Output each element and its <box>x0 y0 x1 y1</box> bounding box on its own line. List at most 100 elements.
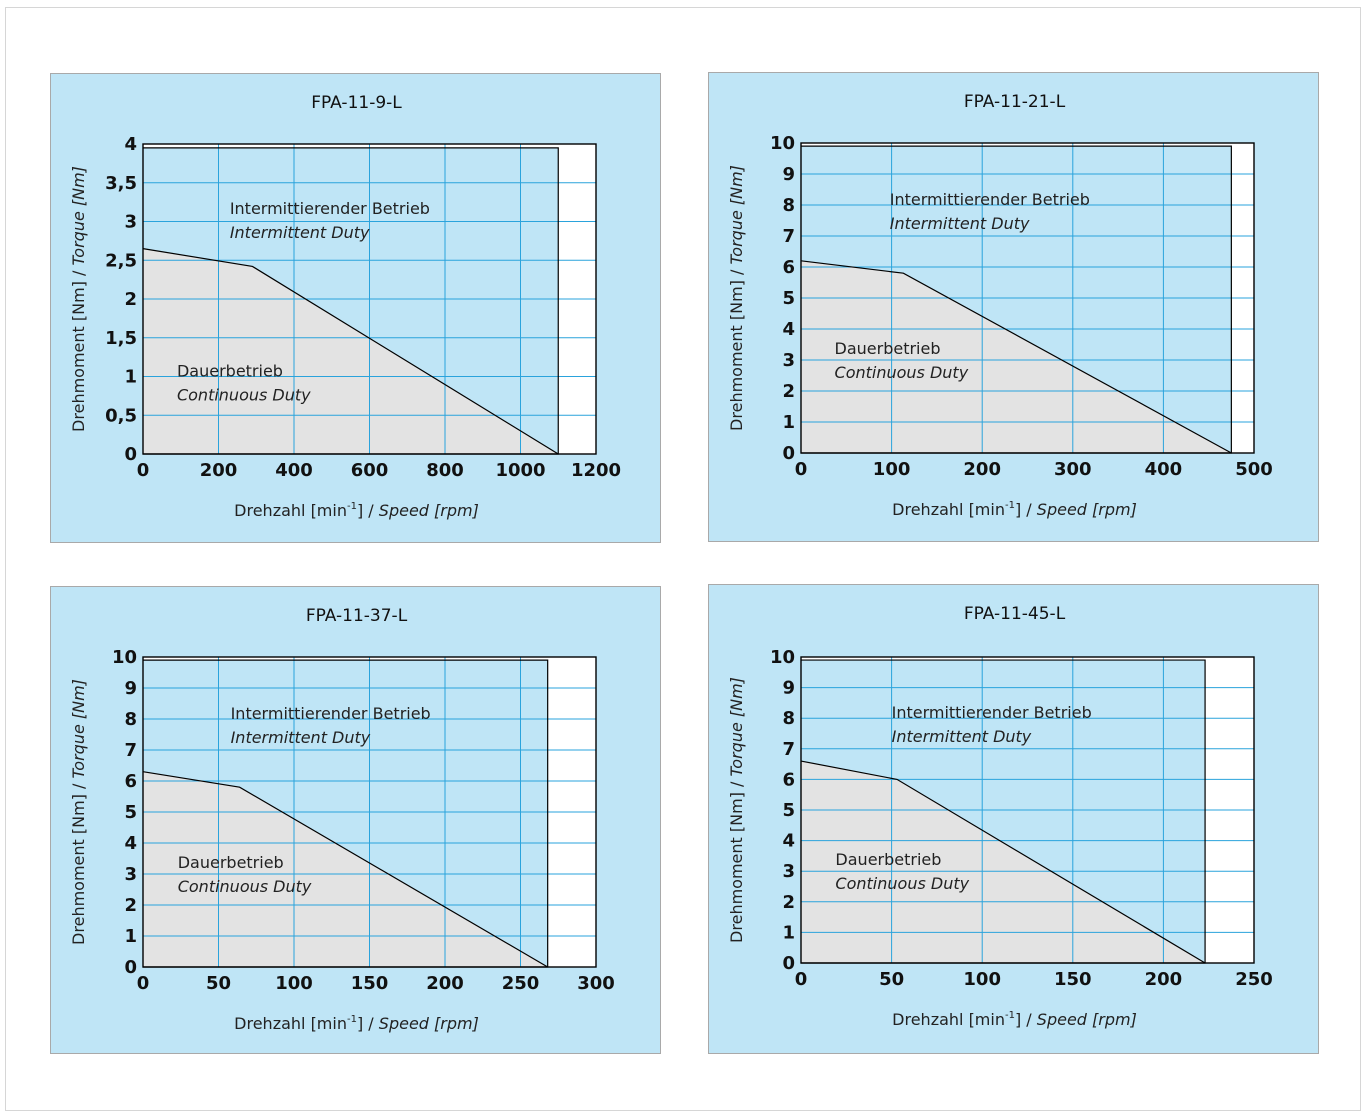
continuous-duty-region <box>143 248 559 454</box>
y-tick-label: 3 <box>782 861 795 882</box>
plot-frame <box>800 142 1255 454</box>
x-axis-label-close: ] <box>1015 1010 1021 1029</box>
y-tick-label: 2 <box>782 892 795 913</box>
y-axis-label-de: Drehmoment [Nm] <box>69 281 88 432</box>
y-axis-label-en: Torque [Nm] <box>69 166 88 265</box>
x-tick-label: 400 <box>1145 459 1183 480</box>
x-axis-label-close: ] <box>357 501 363 520</box>
intermittent-duty-label-en: Intermittent Duty <box>892 727 1032 746</box>
y-axis-label: Drehmoment [Nm] / Torque [Nm] <box>69 679 88 945</box>
x-tick-label: 250 <box>502 973 540 994</box>
chart-title: FPA-11-9-L <box>311 93 402 113</box>
x-axis-label-en: Speed [rpm] <box>379 1014 479 1033</box>
continuous-duty-region <box>801 761 1206 963</box>
x-tick-label: 100 <box>275 973 313 994</box>
y-tick-label: 2 <box>124 289 137 310</box>
y-tick-label: 7 <box>124 740 137 761</box>
intermittent-duty-label-de: Intermittierender Betrieb <box>892 703 1092 722</box>
y-axis-label-de: Drehmoment [Nm] <box>69 794 88 945</box>
continuous-duty-label: Dauerbetrieb Continuous Duty <box>835 339 969 382</box>
y-tick-label: 0,5 <box>105 405 137 426</box>
y-axis-label-en: Torque [Nm] <box>727 677 746 776</box>
x-axis-label-sep: / <box>363 1014 379 1033</box>
y-tick-label: 9 <box>782 164 795 185</box>
continuous-duty-label-de: Dauerbetrieb <box>177 362 283 381</box>
y-tick-label: 7 <box>782 739 795 760</box>
chart-fpa-11-21-l: FPA-11-21-L 0 100 200 300 400 500 0 1 2 3 4 5 6 7 8 9 10 I… <box>727 92 1273 519</box>
x-axis-label-en: Speed [rpm] <box>379 501 479 520</box>
y-tick-label: 1 <box>124 926 137 947</box>
page-frame <box>5 7 1361 1111</box>
x-tick-label: 100 <box>873 459 911 480</box>
y-axis-label: Drehmoment [Nm] / Torque [Nm] <box>727 165 746 431</box>
continuous-duty-label-de: Dauerbetrieb <box>835 850 941 869</box>
continuous-duty-label: Dauerbetrieb Continuous Duty <box>835 850 969 893</box>
intermittent-duty-label-en: Intermittent Duty <box>890 214 1030 233</box>
continuous-duty-label-en: Continuous Duty <box>177 386 311 405</box>
y-axis-label-sep: / <box>69 779 88 795</box>
y-tick-label: 7 <box>782 226 795 247</box>
y-tick-label: 1 <box>782 412 795 433</box>
plot-frame <box>142 656 597 968</box>
continuous-duty-label-en: Continuous Duty <box>835 874 969 893</box>
x-tick-label: 1200 <box>571 460 621 481</box>
x-axis-label: Drehzahl [min-1] / Speed [rpm] <box>892 1010 1137 1029</box>
continuous-duty-curve <box>142 248 559 455</box>
x-tick-label: 150 <box>351 973 389 994</box>
y-axis-label-de: Drehmoment [Nm] <box>727 792 746 943</box>
y-tick-label: 5 <box>124 802 137 823</box>
x-axis-label-de: Drehzahl [min <box>234 501 347 520</box>
y-tick-label: 6 <box>124 771 137 792</box>
continuous-duty-curve <box>800 260 1232 454</box>
continuous-duty-label: Dauerbetrieb Continuous Duty <box>178 853 312 896</box>
y-tick-label: 4 <box>124 833 137 854</box>
y-tick-label: 2 <box>782 381 795 402</box>
y-tick-label: 1,5 <box>105 328 137 349</box>
y-tick-label: 1 <box>124 367 137 388</box>
intermittent-duty-label: Intermittierender Betrieb Intermittent Du… <box>230 199 430 242</box>
x-tick-label: 0 <box>137 973 150 994</box>
x-tick-label: 500 <box>1235 459 1273 480</box>
x-tick-label: 600 <box>351 460 389 481</box>
chart-panel-fpa-11-9-l: FPA-11-9-L 0 200 400 600 800 1000 1200 0 0,5 1 1,5 2… <box>50 73 661 543</box>
x-tick-label: 400 <box>275 460 313 481</box>
chart-panel-fpa-11-21-l: FPA-11-21-L 0 100 200 300 400 500 0 1 2 3 4 5 6 7 8 9 10 I… <box>708 72 1319 542</box>
y-tick-label: 1 <box>782 922 795 943</box>
y-axis-label: Drehmoment [Nm] / Torque [Nm] <box>727 677 746 943</box>
x-tick-label: 1000 <box>495 460 545 481</box>
chart-fpa-11-45-l: FPA-11-45-L 0 50 100 150 200 250 0 1 2 3 4 5 6 7 8 9 10 In… <box>727 604 1273 1029</box>
y-axis-label-sep: / <box>727 265 746 281</box>
plot-frame <box>142 143 597 455</box>
y-tick-label: 0 <box>782 953 795 974</box>
x-axis-label-de: Drehzahl [min <box>892 1010 1005 1029</box>
intermittent-duty-label-en: Intermittent Duty <box>230 223 370 242</box>
continuous-duty-label-de: Dauerbetrieb <box>835 339 941 358</box>
x-tick-label: 200 <box>426 973 464 994</box>
continuous-duty-region <box>801 260 1232 453</box>
x-tick-label: 200 <box>1145 969 1183 990</box>
intermittent-duty-label-en: Intermittent Duty <box>231 728 371 747</box>
x-axis-label-sup: -1 <box>1005 1010 1015 1021</box>
chart-title: FPA-11-45-L <box>964 604 1066 624</box>
x-axis-label-sep: / <box>363 501 379 520</box>
continuous-duty-curve <box>800 760 1206 964</box>
intermittent-duty-label: Intermittierender Betrieb Intermittent Du… <box>892 703 1092 746</box>
y-tick-label: 10 <box>770 647 795 668</box>
x-tick-label: 50 <box>879 969 904 990</box>
continuous-duty-region <box>143 771 548 967</box>
intermittent-duty-label: Intermittierender Betrieb Intermittent Du… <box>890 190 1090 233</box>
x-axis-label: Drehzahl [min-1] / Speed [rpm] <box>234 1014 479 1033</box>
intermittent-duty-label-de: Intermittierender Betrieb <box>230 199 430 218</box>
chart-fpa-11-9-l: FPA-11-9-L 0 200 400 600 800 1000 1200 0 0,5 1 1,5 2… <box>69 93 621 520</box>
x-axis-label-close: ] <box>1015 500 1021 519</box>
x-tick-label: 50 <box>206 973 231 994</box>
y-tick-label: 0 <box>782 443 795 464</box>
y-tick-label: 3,5 <box>105 173 137 194</box>
x-axis-label-close: ] <box>357 1014 363 1033</box>
x-axis-label-en: Speed [rpm] <box>1037 1010 1137 1029</box>
y-axis-label-de: Drehmoment [Nm] <box>727 280 746 431</box>
y-tick-label: 0 <box>124 957 137 978</box>
y-tick-label: 4 <box>124 134 137 155</box>
x-axis-label: Drehzahl [min-1] / Speed [rpm] <box>892 500 1137 519</box>
y-axis-label-en: Torque [Nm] <box>727 165 746 264</box>
